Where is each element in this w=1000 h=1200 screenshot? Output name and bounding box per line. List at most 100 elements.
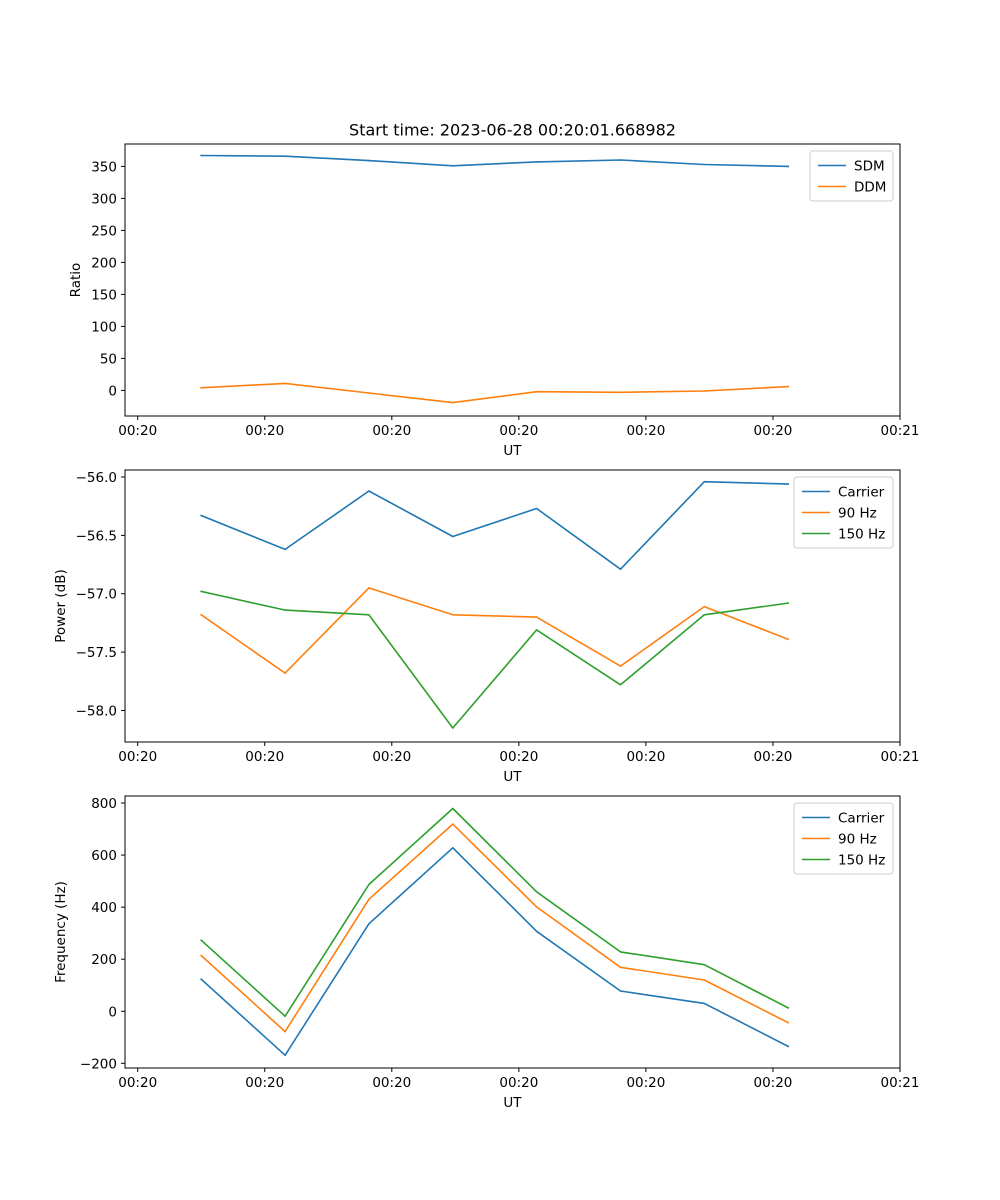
data-point <box>452 727 454 729</box>
y-tick-label: 100 <box>91 319 117 335</box>
legend-label: 150 Hz <box>838 527 885 543</box>
series-line-carrier <box>200 480 790 571</box>
x-tick-label: 00:20 <box>499 1075 538 1091</box>
y-tick-label: −200 <box>80 1056 117 1072</box>
y-tick-label: −57.0 <box>76 587 117 603</box>
figure-title: Start time: 2023-06-28 00:20:01.668982 <box>349 121 676 140</box>
data-point <box>619 159 622 161</box>
data-point <box>535 629 538 631</box>
data-point <box>787 1007 789 1009</box>
x-tick-label: 00:20 <box>372 423 411 439</box>
legend-label: Carrier <box>838 485 885 501</box>
data-point <box>368 392 370 394</box>
data-point <box>200 978 202 980</box>
data-point <box>200 514 202 517</box>
x-tick-label: 00:20 <box>372 1075 411 1091</box>
axes-frame <box>124 469 901 743</box>
data-point <box>284 672 286 674</box>
x-tick-label: 00:20 <box>245 749 284 765</box>
chart-panels: 00:20 00:20 00:20 00:20 00:20 00:20 00:21 0 50 10… <box>53 143 919 1111</box>
y-tick-label: 0 <box>108 1004 117 1020</box>
x-tick-label: 00:20 <box>499 749 538 765</box>
legend-box <box>809 150 894 202</box>
x-axis-label: UT <box>503 1095 522 1111</box>
data-point <box>703 1002 706 1005</box>
data-point <box>284 548 286 551</box>
data-point <box>452 614 454 616</box>
data-point <box>703 979 706 981</box>
y-axis-label: Frequency (Hz) <box>53 881 69 983</box>
x-tick-label: 00:20 <box>118 1075 157 1091</box>
x-tick-label: 00:20 <box>753 423 792 439</box>
data-point <box>284 609 286 611</box>
x-tick-label: 00:20 <box>245 423 284 439</box>
data-point <box>535 891 538 893</box>
legend-label: 90 Hz <box>838 506 877 522</box>
y-tick-label: 400 <box>91 900 117 916</box>
data-point <box>452 401 454 404</box>
data-point <box>368 614 370 616</box>
x-tick-label: 00:20 <box>118 423 157 439</box>
x-tick-label: 00:20 <box>118 749 157 765</box>
legend-label: SDM <box>854 159 885 175</box>
y-tick-label: −56.5 <box>76 528 117 544</box>
data-point <box>452 165 454 167</box>
data-point <box>535 390 538 393</box>
x-tick-label: 00:20 <box>245 1075 284 1091</box>
legend-box <box>793 802 894 875</box>
legend-label: Carrier <box>838 811 885 827</box>
data-point <box>368 587 370 589</box>
data-point <box>703 390 706 392</box>
data-point <box>703 614 706 616</box>
data-point <box>284 382 286 385</box>
data-point <box>787 483 789 485</box>
y-tick-label: −58.0 <box>76 703 117 719</box>
data-point <box>200 590 202 593</box>
data-point <box>619 665 622 667</box>
y-tick-label: 300 <box>91 191 117 207</box>
series-line-90-hz <box>200 823 790 1033</box>
chart-panel-2: 00:20 00:20 00:20 00:20 00:20 00:20 00:21 −58.0… <box>53 469 919 785</box>
x-tick-label: 00:20 <box>626 1075 665 1091</box>
data-point <box>452 847 454 849</box>
chart-panel-1: 00:20 00:20 00:20 00:20 00:20 00:20 00:21 0 50 10… <box>68 143 919 459</box>
data-point <box>368 923 370 925</box>
data-point <box>619 990 622 992</box>
series-line-150-hz <box>200 807 790 1018</box>
series-line-sdm <box>200 154 790 168</box>
data-point <box>368 159 370 162</box>
legend: SDM DDM <box>809 150 894 202</box>
y-tick-label: 50 <box>100 351 117 367</box>
legend-label: 150 Hz <box>838 853 885 869</box>
data-point <box>368 898 370 901</box>
y-tick-label: 150 <box>91 287 117 303</box>
data-point <box>452 823 454 825</box>
data-point <box>619 951 622 953</box>
legend-label: 90 Hz <box>838 832 877 848</box>
data-point <box>368 490 370 492</box>
data-point <box>619 568 622 570</box>
y-axis-label: Power (dB) <box>53 569 69 642</box>
y-tick-label: 200 <box>91 952 117 968</box>
data-point <box>200 614 202 616</box>
data-point <box>452 535 454 538</box>
data-point <box>200 154 202 157</box>
data-point <box>452 807 454 810</box>
series-line-ddm <box>200 382 790 404</box>
data-point <box>619 966 622 969</box>
data-point <box>703 963 706 966</box>
data-point <box>284 1054 286 1056</box>
y-tick-label: −57.5 <box>76 645 117 661</box>
y-axis-label: Ratio <box>68 263 84 298</box>
data-point <box>787 1045 789 1048</box>
data-point <box>535 930 538 933</box>
data-point <box>703 163 706 166</box>
y-tick-label: 600 <box>91 848 117 864</box>
data-point <box>787 638 789 641</box>
series-line-150-hz <box>200 590 790 729</box>
data-point <box>619 391 622 394</box>
series-line-90-hz <box>200 587 790 674</box>
data-point <box>284 1015 286 1017</box>
data-point <box>535 906 538 908</box>
